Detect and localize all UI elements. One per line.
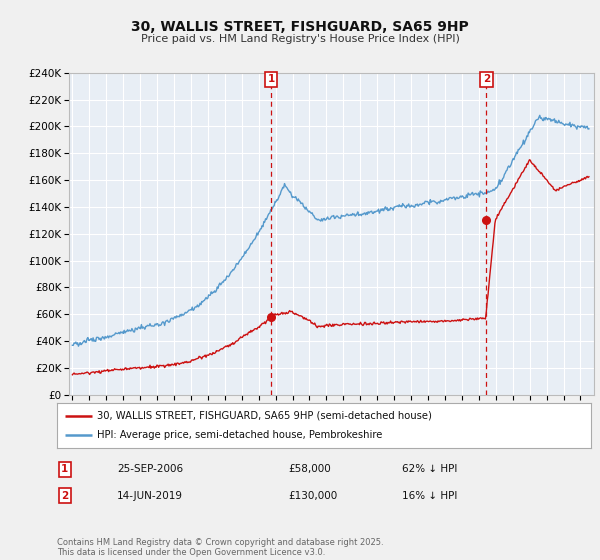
Text: 16% ↓ HPI: 16% ↓ HPI	[402, 491, 457, 501]
Text: £58,000: £58,000	[288, 464, 331, 474]
Text: Price paid vs. HM Land Registry's House Price Index (HPI): Price paid vs. HM Land Registry's House …	[140, 34, 460, 44]
Text: 1: 1	[268, 74, 275, 85]
Text: £130,000: £130,000	[288, 491, 337, 501]
Text: Contains HM Land Registry data © Crown copyright and database right 2025.
This d: Contains HM Land Registry data © Crown c…	[57, 538, 383, 557]
Text: 14-JUN-2019: 14-JUN-2019	[117, 491, 183, 501]
Text: HPI: Average price, semi-detached house, Pembrokeshire: HPI: Average price, semi-detached house,…	[97, 431, 382, 441]
Text: 2: 2	[61, 491, 68, 501]
Text: 62% ↓ HPI: 62% ↓ HPI	[402, 464, 457, 474]
Text: 30, WALLIS STREET, FISHGUARD, SA65 9HP (semi-detached house): 30, WALLIS STREET, FISHGUARD, SA65 9HP (…	[97, 410, 432, 421]
Text: 1: 1	[61, 464, 68, 474]
Text: 2: 2	[483, 74, 490, 85]
Text: 30, WALLIS STREET, FISHGUARD, SA65 9HP: 30, WALLIS STREET, FISHGUARD, SA65 9HP	[131, 20, 469, 34]
Text: 25-SEP-2006: 25-SEP-2006	[117, 464, 183, 474]
